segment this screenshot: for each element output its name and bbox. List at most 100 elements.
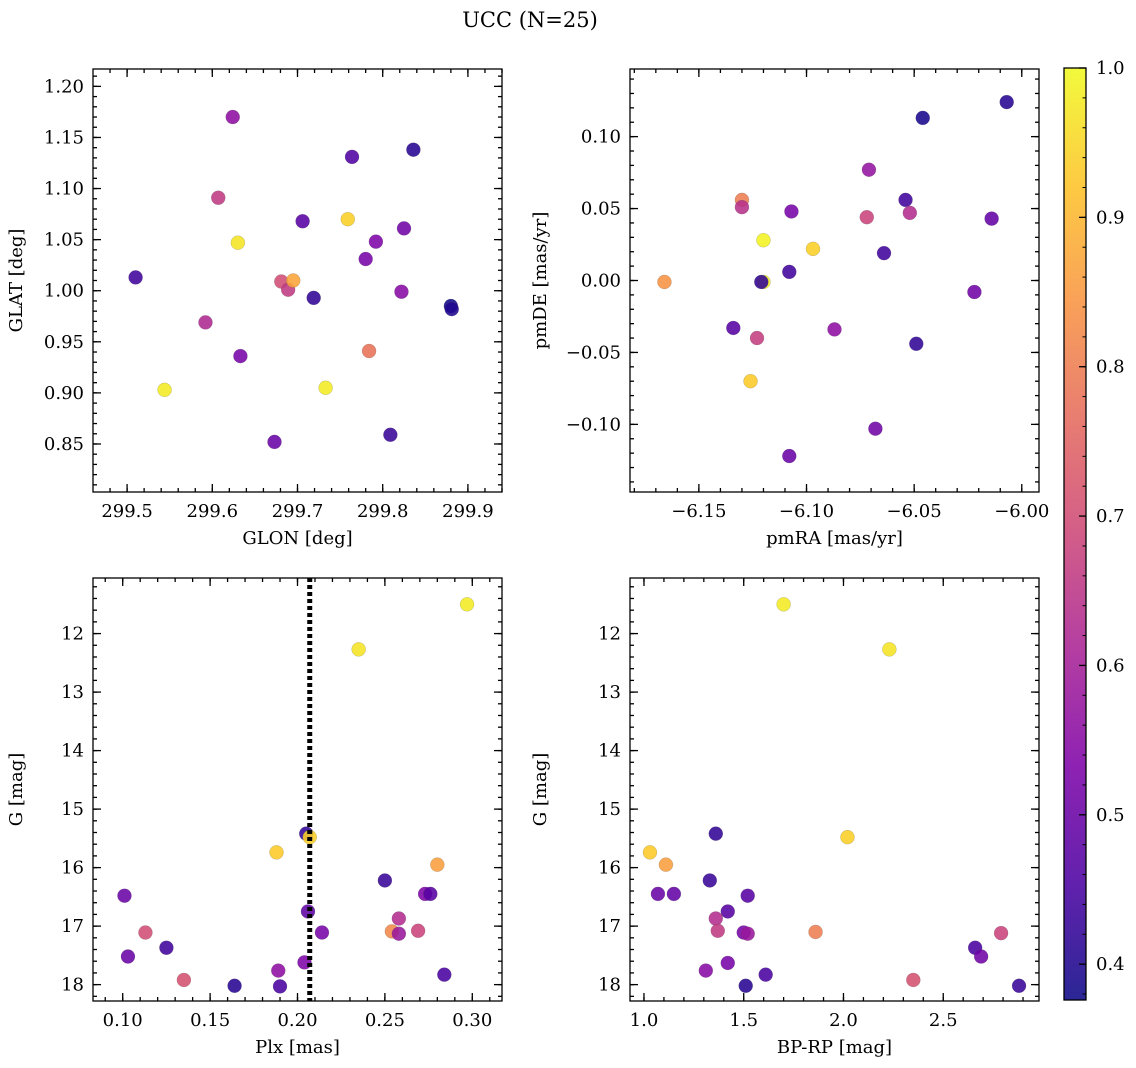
scatter-point [225, 109, 240, 125]
scatter-point [784, 204, 799, 219]
y-tick-label: 18 [598, 975, 621, 996]
plot-area [630, 578, 1039, 1001]
scatter-point [726, 320, 741, 336]
x-tick-label: −6.00 [994, 501, 1049, 522]
scatter-point [740, 926, 755, 941]
scatter-point [776, 597, 791, 612]
scatter-point [782, 448, 797, 464]
scatter-points [657, 94, 1014, 464]
scatter-point [318, 380, 333, 396]
y-tick-label: 16 [598, 858, 621, 879]
x-tick-label: −6.05 [887, 501, 942, 522]
scatter-point [861, 162, 877, 177]
scatter-point [754, 274, 769, 290]
y-tick-label: 1.20 [44, 76, 84, 97]
scatter-point [993, 925, 1009, 941]
y-tick-label: 14 [61, 741, 84, 762]
scatter-point [740, 888, 755, 903]
panel-1: 299.5 299.6 299.7 299.8 299.9 0.85 0.90 0.95 1.0… [6, 68, 503, 549]
axes-frame [629, 577, 1040, 1002]
scatter-point [383, 427, 398, 443]
x-tick-label: 0.20 [277, 1010, 317, 1031]
scatter-point [176, 972, 192, 988]
plot-area [93, 578, 502, 1001]
y-axis-label: pmDE [mas/yr] [530, 212, 551, 350]
ticks [93, 69, 503, 492]
scatter-point [650, 886, 666, 902]
x-tick-label: 299.5 [101, 501, 153, 522]
scatter-point [128, 270, 143, 285]
ticks [630, 578, 1039, 1001]
scatter-point [437, 967, 452, 982]
scatter-point [898, 192, 913, 208]
scatter-point [808, 924, 823, 940]
y-tick-label: 0.00 [581, 271, 621, 292]
y-tick-label: −0.10 [566, 414, 621, 435]
colorbar: 0.4 0.5 0.6 0.7 0.8 0.9 1.0 [1063, 58, 1125, 1001]
scatter-point [738, 978, 753, 994]
scatter-point [344, 149, 360, 165]
figure-title: UCC (N=25) [462, 8, 598, 32]
scatter-point [159, 940, 174, 956]
scatter-point [391, 926, 407, 941]
scatter-point [749, 330, 765, 346]
scatter-point [233, 348, 248, 364]
y-tick-label: 13 [598, 682, 621, 703]
colorbar-gradient [1064, 68, 1086, 1000]
scatter-point [351, 642, 366, 657]
scatter-point [227, 978, 242, 994]
x-tick-label: −6.10 [779, 501, 834, 522]
colorbar-tick-label: 0.5 [1096, 805, 1125, 826]
scatter-point [708, 826, 724, 841]
scatter-point [410, 923, 426, 939]
x-axis-label: BP-RP [mag] [777, 1037, 892, 1058]
scatter-point [859, 209, 875, 225]
x-tick-label: 299.9 [442, 501, 494, 522]
scatter-point [271, 963, 286, 978]
scatter-point [906, 972, 921, 988]
scatter-point [306, 290, 321, 306]
colorbar-tick-label: 0.8 [1096, 357, 1125, 378]
scatter-point [743, 373, 758, 389]
scatter-point [758, 967, 773, 982]
scatter-point [368, 234, 384, 249]
scatter-point [138, 925, 153, 940]
x-tick-label: 0.30 [452, 1010, 492, 1031]
scatter-point [642, 845, 658, 860]
scatter-point [358, 251, 373, 267]
y-tick-label: 14 [598, 741, 621, 762]
scatter-point [967, 284, 982, 300]
scatter-point [361, 343, 377, 359]
scatter-point [377, 873, 393, 888]
scatter-point [999, 94, 1014, 110]
scatter-point [782, 264, 797, 280]
y-tick-label: 1.15 [44, 127, 84, 148]
scatter-point [720, 904, 736, 919]
colorbar-tick-label: 0.6 [1096, 655, 1125, 676]
y-tick-label: 17 [61, 916, 84, 937]
scatter-point [973, 949, 989, 964]
colorbar-tick-label: 1.0 [1096, 58, 1125, 79]
colorbar-tick-label: 0.9 [1096, 207, 1125, 228]
y-tick-label: 0.95 [44, 332, 84, 353]
scatter-points [117, 597, 475, 994]
axes-frame [629, 68, 1040, 493]
scatter-points [642, 597, 1027, 994]
y-tick-label: 0.85 [44, 434, 84, 455]
scatter-point [120, 949, 136, 964]
x-tick-label: 2.0 [829, 1010, 858, 1031]
scatter-point [710, 923, 726, 939]
scatter-point [756, 232, 771, 248]
colorbar-frame [1063, 67, 1087, 1001]
y-axis-label: G [mag] [6, 753, 27, 826]
ticks [630, 69, 1039, 492]
x-tick-label: 2.5 [929, 1010, 958, 1031]
y-axis-label: G [mag] [530, 753, 551, 826]
colorbar-tick-label: 0.7 [1096, 506, 1125, 527]
x-tick-label: 299.6 [187, 501, 239, 522]
plot-area [630, 69, 1039, 492]
y-tick-label: 1.05 [44, 230, 84, 251]
x-tick-label: 1.0 [630, 1010, 659, 1031]
x-tick-label: 1.5 [729, 1010, 758, 1031]
